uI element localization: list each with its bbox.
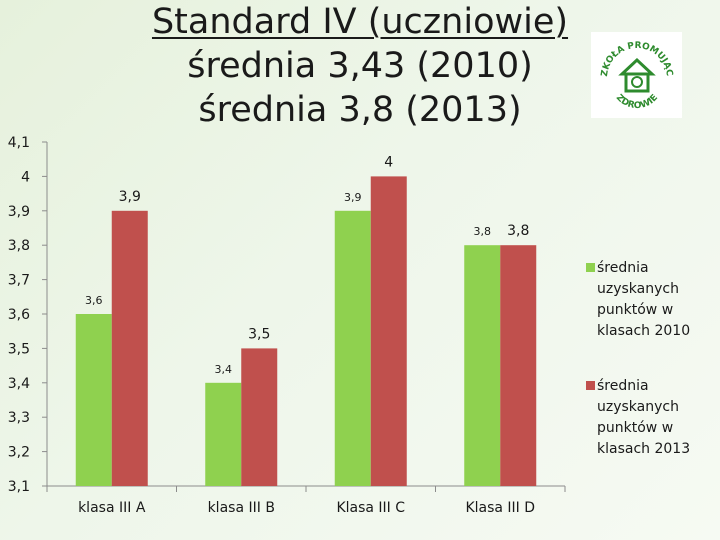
- y-tick-label: 3,3: [8, 410, 30, 426]
- bar-2010: [464, 245, 501, 486]
- data-label: 3,6: [85, 294, 103, 307]
- legend-label-2010: średnia uzyskanych punktów w klasach 201…: [597, 260, 691, 339]
- y-tick-label: 3,2: [8, 445, 30, 461]
- data-label: 3,8: [507, 223, 529, 239]
- logo-text-bottom: ZDROWIE: [614, 93, 660, 111]
- legend-entry-2010: średnia uzyskanych punktów w klasach 201…: [580, 258, 710, 342]
- bar-2013: [500, 245, 537, 486]
- legend-swatch-2010: [586, 263, 595, 272]
- y-tick-label: 4: [21, 169, 30, 185]
- title-line-3: średnia 3,8 (2013): [198, 90, 522, 130]
- y-tick-label: 3,9: [8, 204, 30, 220]
- legend-swatch-2013: [586, 381, 595, 390]
- bar-2010: [334, 210, 371, 487]
- house-icon: [618, 57, 656, 93]
- bar-2013: [241, 348, 278, 486]
- legend-label-2013: średnia uzyskanych punktów w klasach 201…: [597, 378, 691, 457]
- chart-title: Standard IV (uczniowie) średnia 3,43 (20…: [150, 0, 570, 132]
- bar-2013: [370, 176, 407, 486]
- school-logo: SZKOŁA PROMUJĄCA ZDROWIE: [588, 25, 682, 118]
- x-tick-label: klasa III A: [78, 500, 146, 516]
- bar-2010: [75, 314, 112, 486]
- y-tick-label: 3,8: [8, 238, 30, 254]
- data-label: 3,9: [119, 189, 141, 205]
- y-tick-label: 3,4: [8, 376, 30, 392]
- data-label: 4: [384, 154, 393, 170]
- data-label: 3,8: [474, 225, 492, 238]
- y-tick-label: 3,7: [8, 273, 30, 289]
- school-logo-icon: SZKOŁA PROMUJĄCA ZDROWIE: [588, 25, 675, 111]
- bar-2010: [205, 382, 242, 486]
- title-line-2: średnia 3,43 (2010): [187, 46, 533, 86]
- data-label: 3,9: [344, 191, 362, 204]
- legend-entry-2013: średnia uzyskanych punktów w klasach 201…: [580, 376, 710, 460]
- data-label: 3,4: [215, 363, 233, 376]
- x-tick-label: Klasa III C: [336, 500, 405, 516]
- x-tick-label: Klasa III D: [465, 500, 535, 516]
- y-tick-label: 4,1: [8, 135, 30, 151]
- bar-2013: [111, 210, 148, 487]
- data-label: 3,5: [248, 326, 270, 342]
- x-tick-label: klasa III B: [208, 500, 275, 516]
- title-line-1: Standard IV (uczniowie): [151, 2, 569, 42]
- y-tick-label: 3,6: [8, 307, 30, 323]
- y-tick-label: 3,5: [8, 341, 30, 357]
- y-tick-label: 3,1: [8, 479, 30, 495]
